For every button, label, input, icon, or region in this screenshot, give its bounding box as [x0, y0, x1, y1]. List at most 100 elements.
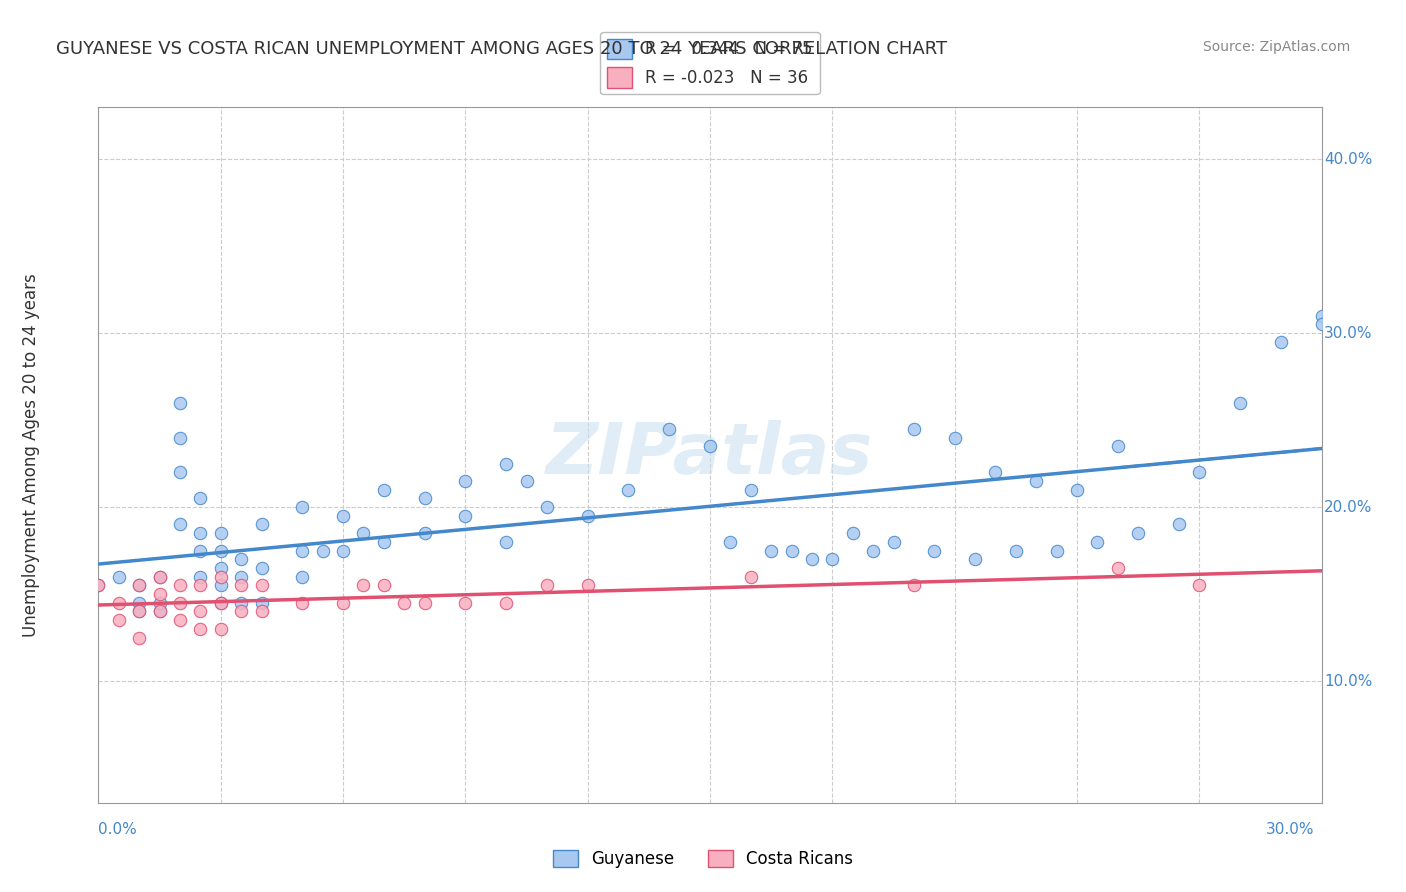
Text: ZIPatlas: ZIPatlas [547, 420, 873, 490]
Point [108, 569, 131, 583]
Point [413, 526, 436, 541]
Point [128, 578, 150, 592]
Point [495, 596, 517, 610]
Point [740, 569, 762, 583]
Point [108, 613, 131, 627]
Text: 10.0%: 10.0% [1324, 673, 1372, 689]
Point [903, 578, 925, 592]
Point [250, 596, 273, 610]
Point [943, 430, 966, 444]
Point [1128, 526, 1150, 541]
Point [209, 561, 232, 575]
Point [231, 552, 253, 566]
Point [761, 543, 783, 558]
Point [576, 578, 599, 592]
Point [209, 596, 232, 610]
Point [291, 596, 314, 610]
Point [1066, 483, 1088, 497]
Point [209, 622, 232, 636]
Point [965, 552, 987, 566]
Point [149, 605, 172, 619]
Point [352, 526, 374, 541]
Point [1107, 439, 1129, 453]
Point [169, 596, 191, 610]
Point [1270, 334, 1292, 349]
Point [413, 596, 436, 610]
Point [291, 569, 314, 583]
Point [392, 596, 416, 610]
Point [169, 613, 191, 627]
Point [536, 500, 558, 514]
Point [169, 517, 191, 532]
Point [903, 422, 925, 436]
Point [1188, 578, 1211, 592]
Point [332, 543, 354, 558]
Point [1045, 543, 1069, 558]
Point [516, 474, 538, 488]
Point [1310, 309, 1333, 323]
Legend: Guyanese, Costa Ricans: Guyanese, Costa Ricans [547, 843, 859, 875]
Point [576, 508, 599, 523]
Point [718, 534, 742, 549]
Point [373, 534, 395, 549]
Point [1167, 517, 1189, 532]
Legend: R =   0.344   N = 75, R = -0.023   N = 36: R = 0.344 N = 75, R = -0.023 N = 36 [600, 32, 820, 95]
Point [1188, 466, 1211, 480]
Point [169, 466, 191, 480]
Point [169, 578, 191, 592]
Point [169, 430, 191, 444]
Point [149, 569, 172, 583]
Point [617, 483, 640, 497]
Text: Unemployment Among Ages 20 to 24 years: Unemployment Among Ages 20 to 24 years [22, 273, 41, 637]
Point [332, 508, 354, 523]
Point [984, 466, 1007, 480]
Point [209, 596, 232, 610]
Point [87, 578, 110, 592]
Text: Source: ZipAtlas.com: Source: ZipAtlas.com [1202, 40, 1350, 54]
Point [801, 552, 824, 566]
Point [188, 605, 212, 619]
Text: 30.0%: 30.0% [1267, 822, 1315, 837]
Point [231, 569, 253, 583]
Point [209, 569, 232, 583]
Point [862, 543, 884, 558]
Point [188, 578, 212, 592]
Point [231, 605, 253, 619]
Point [231, 596, 253, 610]
Point [128, 605, 150, 619]
Point [352, 578, 374, 592]
Point [922, 543, 945, 558]
Point [454, 508, 477, 523]
Point [373, 483, 395, 497]
Point [188, 491, 212, 506]
Point [188, 526, 212, 541]
Point [128, 596, 150, 610]
Text: 40.0%: 40.0% [1324, 152, 1372, 167]
Point [1025, 474, 1047, 488]
Point [149, 596, 172, 610]
Point [841, 526, 863, 541]
Point [188, 622, 212, 636]
Point [1310, 318, 1333, 332]
Point [291, 543, 314, 558]
Point [128, 631, 150, 645]
Text: GUYANESE VS COSTA RICAN UNEMPLOYMENT AMONG AGES 20 TO 24 YEARS CORRELATION CHART: GUYANESE VS COSTA RICAN UNEMPLOYMENT AMO… [56, 40, 948, 58]
Text: 0.0%: 0.0% [98, 822, 138, 837]
Text: 20.0%: 20.0% [1324, 500, 1372, 515]
Point [495, 534, 517, 549]
Point [209, 578, 232, 592]
Point [699, 439, 721, 453]
Point [188, 543, 212, 558]
Point [250, 605, 273, 619]
Point [250, 578, 273, 592]
Point [1107, 561, 1129, 575]
Point [883, 534, 905, 549]
Point [332, 596, 354, 610]
Point [128, 578, 150, 592]
Point [740, 483, 762, 497]
Point [454, 474, 477, 488]
Point [149, 587, 172, 601]
Point [108, 596, 131, 610]
Point [291, 500, 314, 514]
Point [149, 605, 172, 619]
